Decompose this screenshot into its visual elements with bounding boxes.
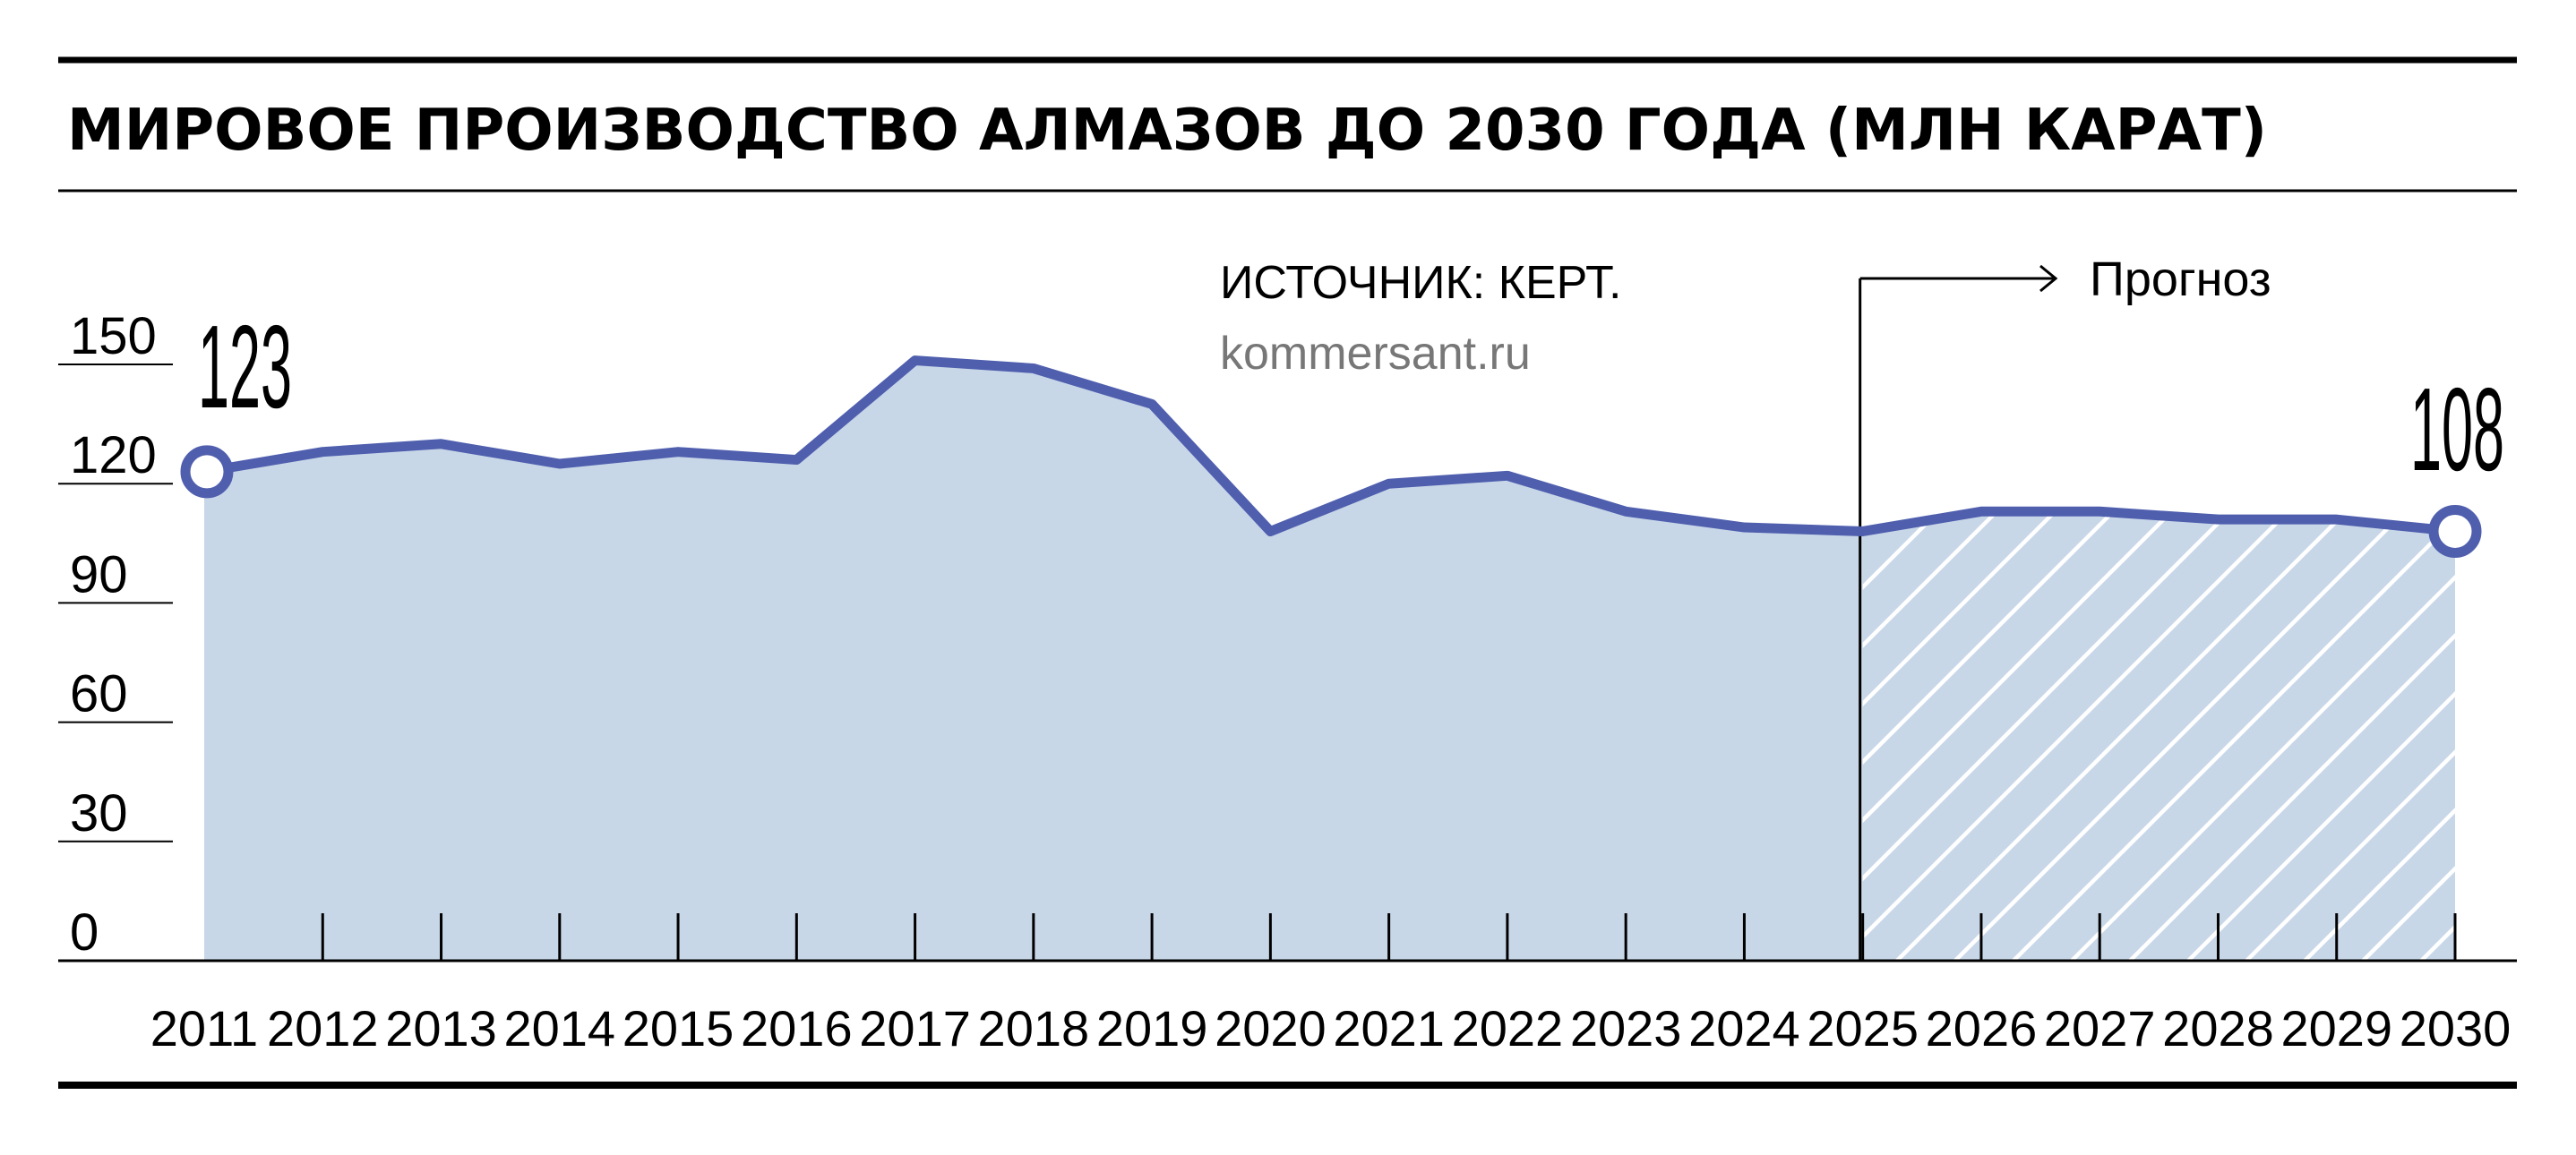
x-tick-label: 2021 bbox=[1333, 1000, 1445, 1057]
y-tick-label: 60 bbox=[70, 665, 128, 723]
source-label: ИСТОЧНИК: КЕРТ. bbox=[1220, 257, 1621, 309]
x-tick-label: 2030 bbox=[2400, 1000, 2512, 1057]
value-annotation: 123 bbox=[198, 301, 292, 432]
x-tick-label: 2029 bbox=[2280, 1000, 2392, 1057]
forecast-label: Прогноз bbox=[2090, 252, 2271, 306]
y-tick-label: 30 bbox=[70, 784, 128, 843]
endpoint-marker bbox=[180, 445, 234, 499]
forecast-arrow-head bbox=[2039, 264, 2058, 293]
value-annotations: 123 108 bbox=[198, 301, 2504, 495]
x-tick-label: 2020 bbox=[1215, 1000, 1327, 1057]
endpoint-marker bbox=[2428, 504, 2482, 558]
y-tick-label: 150 bbox=[70, 307, 157, 365]
y-tick-label: 90 bbox=[70, 545, 128, 603]
x-tick-label: 2022 bbox=[1452, 1000, 1564, 1057]
forecast-marker: Прогноз bbox=[1859, 252, 2271, 961]
site-label: kommersant.ru bbox=[1220, 328, 1531, 380]
x-tick-label: 2016 bbox=[741, 1000, 853, 1057]
chart-title: МИРОВОЕ ПРОИЗВОДСТВО АЛМАЗОВ ДО 2030 ГОД… bbox=[67, 98, 2267, 164]
x-tick-label: 2026 bbox=[1926, 1000, 2038, 1057]
y-tick-label: 0 bbox=[70, 903, 99, 962]
y-axis: 0 30 60 90 120 150 bbox=[58, 307, 173, 962]
x-tick-label: 2011 bbox=[150, 1000, 258, 1057]
x-tick-label: 2018 bbox=[978, 1000, 1090, 1057]
x-tick-label: 2023 bbox=[1570, 1000, 1682, 1057]
chart-areas bbox=[204, 360, 2455, 961]
x-tick-label: 2028 bbox=[2162, 1000, 2274, 1057]
value-annotation: 108 bbox=[2410, 364, 2504, 495]
x-axis: 2011 2012 2013 2014 2015 2016 2017 2018 2019 2020… bbox=[150, 913, 2512, 1057]
x-tick-label: 2017 bbox=[859, 1000, 971, 1057]
x-tick-label: 2024 bbox=[1688, 1000, 1800, 1057]
y-tick-label: 120 bbox=[70, 426, 157, 484]
historical-area bbox=[204, 360, 1863, 961]
x-tick-label: 2019 bbox=[1096, 1000, 1208, 1057]
x-tick-label: 2013 bbox=[385, 1000, 497, 1057]
forecast-area bbox=[1862, 511, 2455, 961]
x-tick-label: 2015 bbox=[623, 1000, 734, 1057]
series-line bbox=[199, 355, 2460, 536]
endpoint-markers bbox=[180, 445, 2482, 558]
x-tick-label: 2027 bbox=[2044, 1000, 2156, 1057]
x-tick-label: 2012 bbox=[267, 1000, 379, 1057]
x-tick-label: 2025 bbox=[1807, 1000, 1919, 1057]
x-tick-label: 2014 bbox=[504, 1000, 616, 1057]
